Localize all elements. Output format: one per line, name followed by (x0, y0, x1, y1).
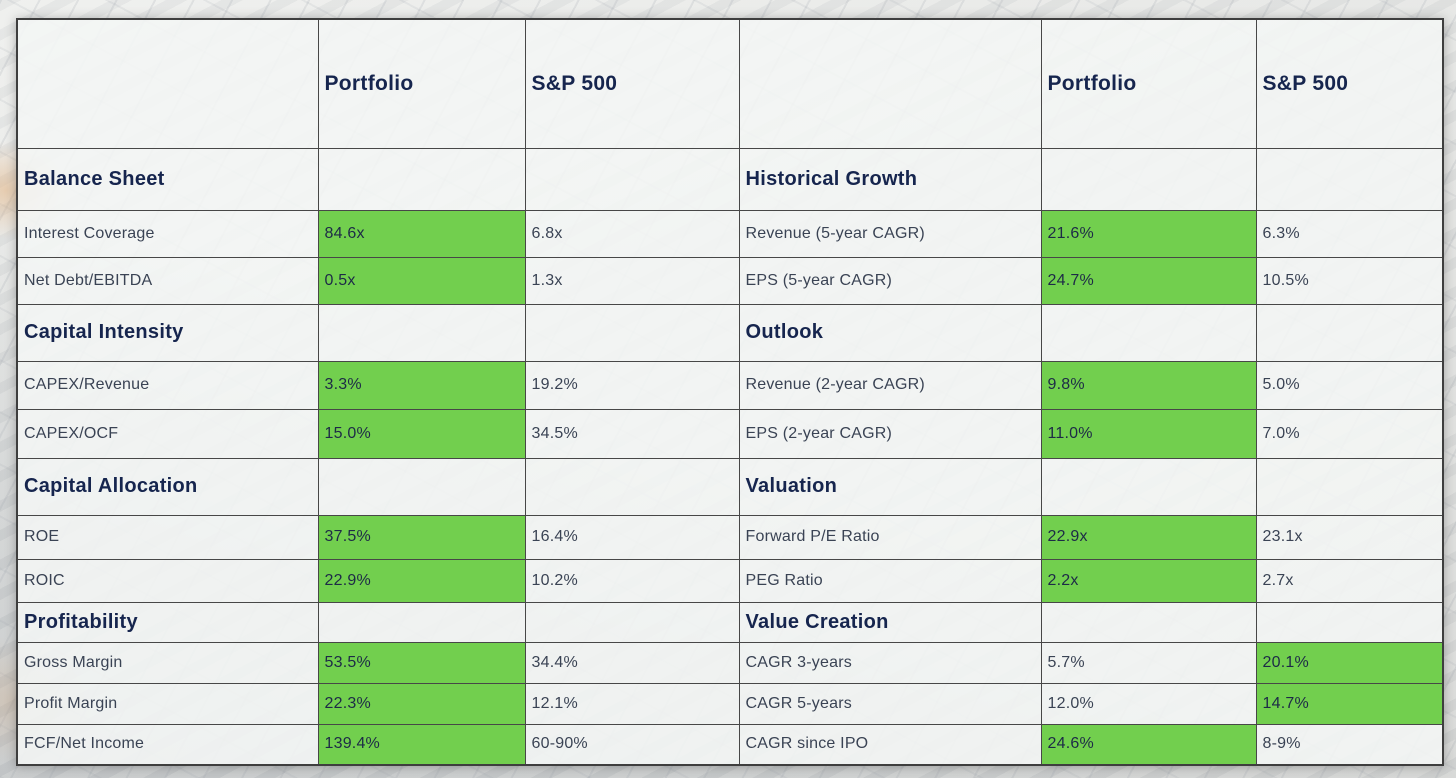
portfolio-value-cell: 84.6x (317, 209, 526, 258)
section-title-capital-allocation: Capital Allocation (16, 457, 319, 516)
metric-label-cell: CAPEX/Revenue (16, 360, 319, 410)
section-title-balance-sheet: Balance Sheet (16, 147, 319, 211)
section-title-valuation: Valuation (738, 457, 1042, 516)
metric-label-cell: CAGR 3-years (738, 641, 1042, 684)
sp500-value-cell: 6.8x (524, 209, 740, 258)
sp500-value-cell: 10.5% (1255, 256, 1444, 305)
portfolio-value-cell: 139.4% (317, 723, 526, 766)
section-row: Capital Intensity Outlook (16, 303, 1444, 362)
metric-label-cell: ROE (16, 514, 319, 560)
portfolio-value-cell: 21.6% (1040, 209, 1257, 258)
sp500-value-cell: 20.1% (1255, 641, 1444, 684)
metric-label-cell: EPS (2-year CAGR) (738, 408, 1042, 459)
sp500-value-cell: 34.4% (524, 641, 740, 684)
metric-label-cell: Forward P/E Ratio (738, 514, 1042, 560)
empty-cell (1255, 147, 1444, 211)
metric-label-cell: EPS (5-year CAGR) (738, 256, 1042, 305)
portfolio-value-cell: 24.6% (1040, 723, 1257, 766)
section-row: Profitability Value Creation (16, 601, 1444, 643)
portfolio-value-cell: 11.0% (1040, 408, 1257, 459)
empty-cell (1255, 601, 1444, 643)
metric-row: Profit Margin 22.3% 12.1% CAGR 5-years 1… (16, 682, 1444, 725)
header-spacer-right (738, 18, 1042, 149)
empty-cell (1040, 147, 1257, 211)
sp500-value-cell: 5.0% (1255, 360, 1444, 410)
metric-row: ROE 37.5% 16.4% Forward P/E Ratio 22.9x … (16, 514, 1444, 560)
column-header-portfolio-right: Portfolio (1040, 18, 1257, 149)
metric-label-cell: Net Debt/EBITDA (16, 256, 319, 305)
column-header-portfolio-left: Portfolio (317, 18, 526, 149)
portfolio-value-cell: 22.3% (317, 682, 526, 725)
portfolio-vs-sp500-table: Portfolio S&P 500 Portfolio S&P 500 Bala… (16, 18, 1444, 766)
sp500-value-cell: 7.0% (1255, 408, 1444, 459)
sp500-value-cell: 60-90% (524, 723, 740, 766)
portfolio-value-cell: 5.7% (1040, 641, 1257, 684)
empty-cell (317, 601, 526, 643)
empty-cell (1040, 601, 1257, 643)
empty-cell (1040, 457, 1257, 516)
metric-row: FCF/Net Income 139.4% 60-90% CAGR since … (16, 723, 1444, 766)
metric-label-cell: PEG Ratio (738, 558, 1042, 603)
portfolio-value-cell: 37.5% (317, 514, 526, 560)
sp500-value-cell: 34.5% (524, 408, 740, 459)
section-row: Capital Allocation Valuation (16, 457, 1444, 516)
metric-label-cell: Gross Margin (16, 641, 319, 684)
empty-cell (524, 303, 740, 362)
portfolio-value-cell: 22.9x (1040, 514, 1257, 560)
section-title-value-creation: Value Creation (738, 601, 1042, 643)
metric-label-cell: Profit Margin (16, 682, 319, 725)
sp500-value-cell: 12.1% (524, 682, 740, 725)
sp500-value-cell: 14.7% (1255, 682, 1444, 725)
empty-cell (317, 147, 526, 211)
sp500-value-cell: 6.3% (1255, 209, 1444, 258)
portfolio-value-cell: 15.0% (317, 408, 526, 459)
portfolio-value-cell: 24.7% (1040, 256, 1257, 305)
metric-row: CAPEX/Revenue 3.3% 19.2% Revenue (2-year… (16, 360, 1444, 410)
metric-row: CAPEX/OCF 15.0% 34.5% EPS (2-year CAGR) … (16, 408, 1444, 459)
section-title-historical-growth: Historical Growth (738, 147, 1042, 211)
portfolio-value-cell: 9.8% (1040, 360, 1257, 410)
metric-row: Net Debt/EBITDA 0.5x 1.3x EPS (5-year CA… (16, 256, 1444, 305)
section-title-capital-intensity: Capital Intensity (16, 303, 319, 362)
empty-cell (524, 601, 740, 643)
sp500-value-cell: 16.4% (524, 514, 740, 560)
column-header-row: Portfolio S&P 500 Portfolio S&P 500 (16, 18, 1444, 149)
sp500-value-cell: 19.2% (524, 360, 740, 410)
section-title-outlook: Outlook (738, 303, 1042, 362)
metric-row: ROIC 22.9% 10.2% PEG Ratio 2.2x 2.7x (16, 558, 1444, 603)
empty-cell (317, 457, 526, 516)
metric-label-cell: Interest Coverage (16, 209, 319, 258)
sp500-value-cell: 2.7x (1255, 558, 1444, 603)
section-title-profitability: Profitability (16, 601, 319, 643)
metric-row: Interest Coverage 84.6x 6.8x Revenue (5-… (16, 209, 1444, 258)
portfolio-value-cell: 3.3% (317, 360, 526, 410)
metric-label-cell: ROIC (16, 558, 319, 603)
sp500-value-cell: 8-9% (1255, 723, 1444, 766)
column-header-sp500-right: S&P 500 (1255, 18, 1444, 149)
metric-label-cell: Revenue (5-year CAGR) (738, 209, 1042, 258)
sp500-value-cell: 1.3x (524, 256, 740, 305)
column-header-sp500-left: S&P 500 (524, 18, 740, 149)
header-spacer-left (16, 18, 319, 149)
empty-cell (317, 303, 526, 362)
metric-label-cell: CAGR 5-years (738, 682, 1042, 725)
empty-cell (1040, 303, 1257, 362)
empty-cell (524, 147, 740, 211)
portfolio-value-cell: 22.9% (317, 558, 526, 603)
empty-cell (524, 457, 740, 516)
section-row: Balance Sheet Historical Growth (16, 147, 1444, 211)
metric-row: Gross Margin 53.5% 34.4% CAGR 3-years 5.… (16, 641, 1444, 684)
sp500-value-cell: 10.2% (524, 558, 740, 603)
portfolio-value-cell: 0.5x (317, 256, 526, 305)
portfolio-value-cell: 12.0% (1040, 682, 1257, 725)
metric-label-cell: Revenue (2-year CAGR) (738, 360, 1042, 410)
empty-cell (1255, 457, 1444, 516)
sp500-value-cell: 23.1x (1255, 514, 1444, 560)
metric-label-cell: FCF/Net Income (16, 723, 319, 766)
portfolio-value-cell: 2.2x (1040, 558, 1257, 603)
metric-label-cell: CAPEX/OCF (16, 408, 319, 459)
empty-cell (1255, 303, 1444, 362)
portfolio-value-cell: 53.5% (317, 641, 526, 684)
metric-label-cell: CAGR since IPO (738, 723, 1042, 766)
